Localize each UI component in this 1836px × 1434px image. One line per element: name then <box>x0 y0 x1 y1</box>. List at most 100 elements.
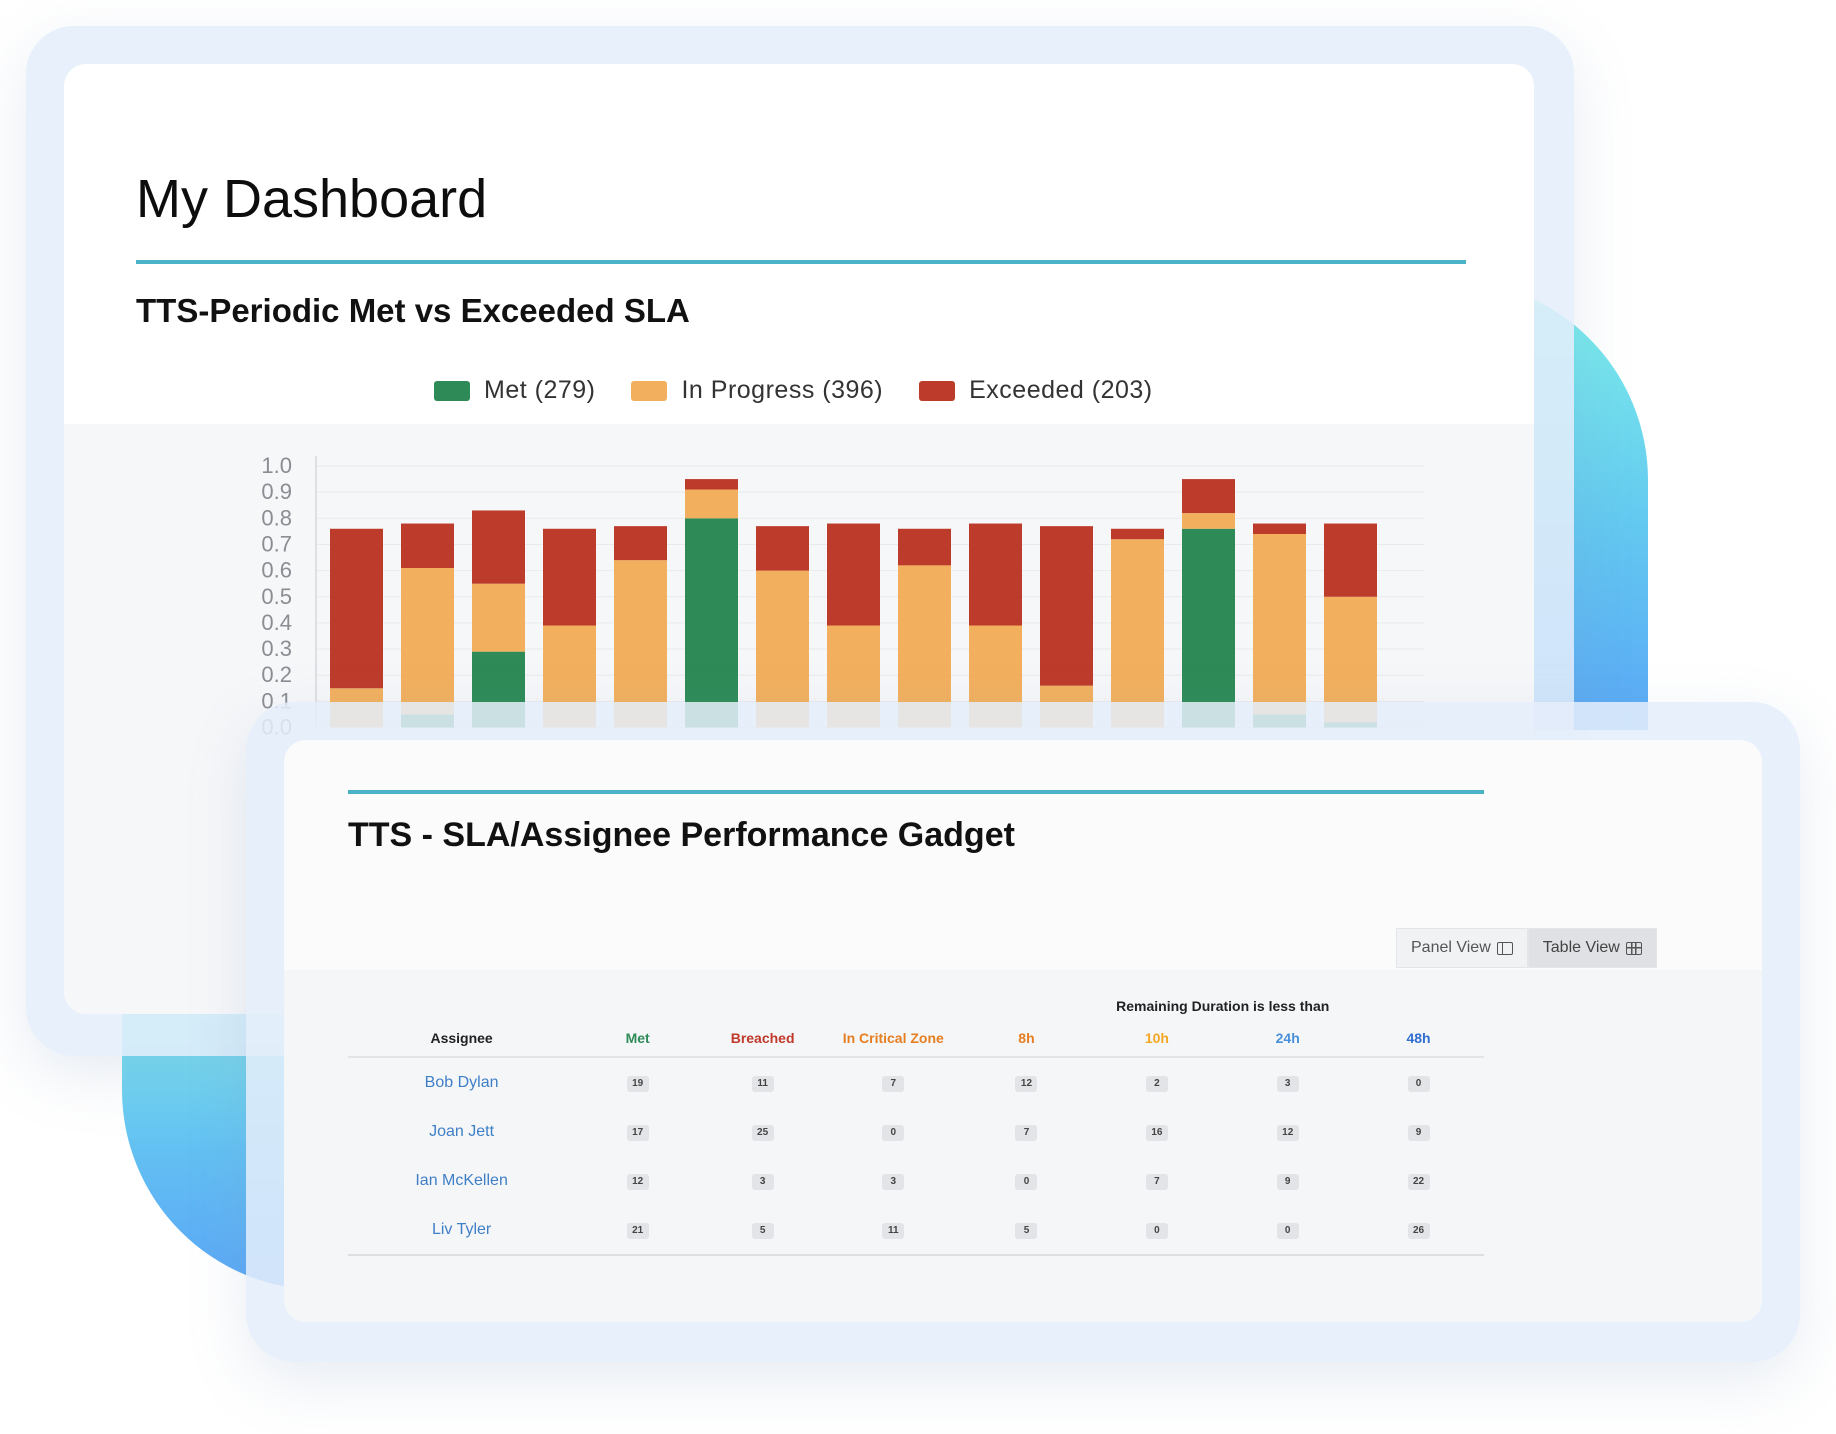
count-badge: 21 <box>626 1223 649 1239</box>
count-badge: 5 <box>751 1223 774 1239</box>
gadget-window-frame: TTS - SLA/Assignee Performance Gadget Pa… <box>246 702 1800 1362</box>
bar-segment-exceeded <box>969 523 1022 626</box>
bar-segment-exceeded <box>1253 523 1306 534</box>
bar-segment-in-progress <box>1182 513 1235 529</box>
legend-item-exceeded[interactable]: Exceeded (203) <box>919 376 1153 405</box>
count-badge: 7 <box>1015 1125 1038 1141</box>
panel-view-icon <box>1496 941 1513 955</box>
y-tick-label: 1.0 <box>261 453 292 478</box>
count-badge: 17 <box>626 1125 649 1141</box>
bar-segment-exceeded <box>1324 523 1377 597</box>
count-badge: 11 <box>882 1223 905 1239</box>
bar-segment-exceeded <box>756 526 809 571</box>
count-badge: 3 <box>1276 1076 1299 1092</box>
bar-segment-exceeded <box>614 526 667 561</box>
bar-segment-exceeded <box>543 528 596 626</box>
count-badge: 3 <box>882 1174 905 1190</box>
y-tick-label: 0.8 <box>261 505 292 530</box>
table-view-icon <box>1625 941 1642 955</box>
column-header-8h[interactable]: 8h <box>961 1020 1092 1058</box>
y-tick-label: 0.6 <box>261 558 292 583</box>
bar-segment-exceeded <box>1182 479 1235 514</box>
gadget-divider <box>348 790 1484 794</box>
count-badge: 12 <box>626 1174 649 1190</box>
chart-title: TTS-Periodic Met vs Exceeded SLA <box>136 292 690 329</box>
count-badge: 0 <box>1145 1223 1168 1239</box>
column-header-48h[interactable]: 48h <box>1353 1020 1484 1058</box>
count-badge: 11 <box>751 1076 774 1092</box>
dashboard-title: My Dashboard <box>136 169 488 229</box>
legend-label-met: Met (279) <box>484 376 596 404</box>
table-view-button[interactable]: Table View <box>1527 928 1657 968</box>
count-badge: 7 <box>1145 1174 1168 1190</box>
y-tick-label: 0.9 <box>261 479 292 504</box>
y-tick-label: 0.4 <box>261 610 292 635</box>
view-toggle: Panel View Table View <box>1396 928 1657 968</box>
bar-segment-exceeded <box>827 523 880 626</box>
count-badge: 12 <box>1015 1076 1038 1092</box>
panel-view-button[interactable]: Panel View <box>1396 928 1528 968</box>
count-badge: 7 <box>882 1076 905 1092</box>
bar-segment-in-progress <box>1111 539 1164 728</box>
count-badge: 19 <box>626 1076 649 1092</box>
count-badge: 0 <box>1015 1174 1038 1190</box>
assignee-link[interactable]: Liv Tyler <box>431 1220 492 1238</box>
chart-legend: Met (279) In Progress (396) Exceeded (20… <box>434 376 1153 405</box>
table-row: Ian McKellen 12 3 3 0 7 9 22 <box>348 1156 1484 1205</box>
table-row: Bob Dylan 19 11 7 12 2 3 0 <box>348 1057 1484 1107</box>
table-row: Liv Tyler 21 5 11 5 0 0 26 <box>348 1205 1484 1256</box>
remaining-duration-header: Remaining Duration is less than <box>1116 998 1330 1014</box>
legend-item-in-progress[interactable]: In Progress (396) <box>631 376 883 405</box>
bar-segment-in-progress <box>1324 596 1377 723</box>
column-header-breached[interactable]: Breached <box>700 1020 826 1058</box>
legend-item-met[interactable]: Met (279) <box>434 376 595 405</box>
count-badge: 0 <box>1407 1076 1430 1092</box>
assignee-link[interactable]: Joan Jett <box>429 1122 495 1140</box>
assignee-link[interactable]: Ian McKellen <box>415 1171 508 1189</box>
column-header-met[interactable]: Met <box>575 1020 701 1058</box>
column-header-10h[interactable]: 10h <box>1091 1020 1223 1058</box>
bar-segment-in-progress <box>898 565 951 728</box>
count-badge: 5 <box>1015 1223 1038 1239</box>
column-header-assignee[interactable]: Assignee <box>348 1020 576 1058</box>
bar-segment-exceeded <box>472 510 525 584</box>
y-tick-label: 0.2 <box>261 662 292 687</box>
assignee-performance-table: Remaining Duration is less than Assignee… <box>348 992 1484 1256</box>
bar-segment-exceeded <box>685 479 738 490</box>
bar-segment-exceeded <box>1111 528 1164 540</box>
bar-segment-met <box>1182 528 1235 728</box>
y-tick-label: 0.5 <box>261 584 292 609</box>
gadget-card: TTS - SLA/Assignee Performance Gadget Pa… <box>284 740 1762 1322</box>
table-row: Joan Jett 17 25 0 7 16 12 9 <box>348 1107 1484 1156</box>
bar-segment-met <box>685 518 738 728</box>
column-header-in-critical-zone[interactable]: In Critical Zone <box>825 1020 962 1058</box>
bar-segment-in-progress <box>1253 533 1306 715</box>
count-badge: 9 <box>1276 1174 1299 1190</box>
legend-swatch-exceeded <box>919 380 956 401</box>
count-badge: 9 <box>1407 1125 1430 1141</box>
count-badge: 25 <box>751 1125 774 1141</box>
title-divider <box>136 260 1466 264</box>
panel-view-label: Panel View <box>1411 939 1491 956</box>
count-badge: 0 <box>1276 1223 1299 1239</box>
bar-segment-in-progress <box>756 570 809 728</box>
bar-segment-exceeded <box>898 528 951 566</box>
column-header-24h[interactable]: 24h <box>1222 1020 1354 1058</box>
legend-label-exceeded: Exceeded (203) <box>969 376 1153 404</box>
count-badge: 12 <box>1276 1125 1299 1141</box>
bar-segment-in-progress <box>685 489 738 519</box>
y-tick-label: 0.3 <box>261 636 292 661</box>
gadget-title: TTS - SLA/Assignee Performance Gadget <box>348 816 1015 854</box>
count-badge: 22 <box>1407 1174 1430 1190</box>
assignee-link[interactable]: Bob Dylan <box>424 1073 499 1091</box>
bar-segment-exceeded <box>401 523 454 568</box>
count-badge: 16 <box>1145 1125 1168 1141</box>
bar-segment-exceeded <box>1040 526 1093 686</box>
count-badge: 26 <box>1407 1223 1430 1239</box>
y-tick-label: 0.7 <box>261 531 292 556</box>
bar-segment-in-progress <box>401 567 454 715</box>
count-badge: 2 <box>1145 1076 1168 1092</box>
count-badge: 3 <box>751 1174 774 1190</box>
table-view-label: Table View <box>1542 939 1620 956</box>
bar-segment-in-progress <box>614 560 667 728</box>
